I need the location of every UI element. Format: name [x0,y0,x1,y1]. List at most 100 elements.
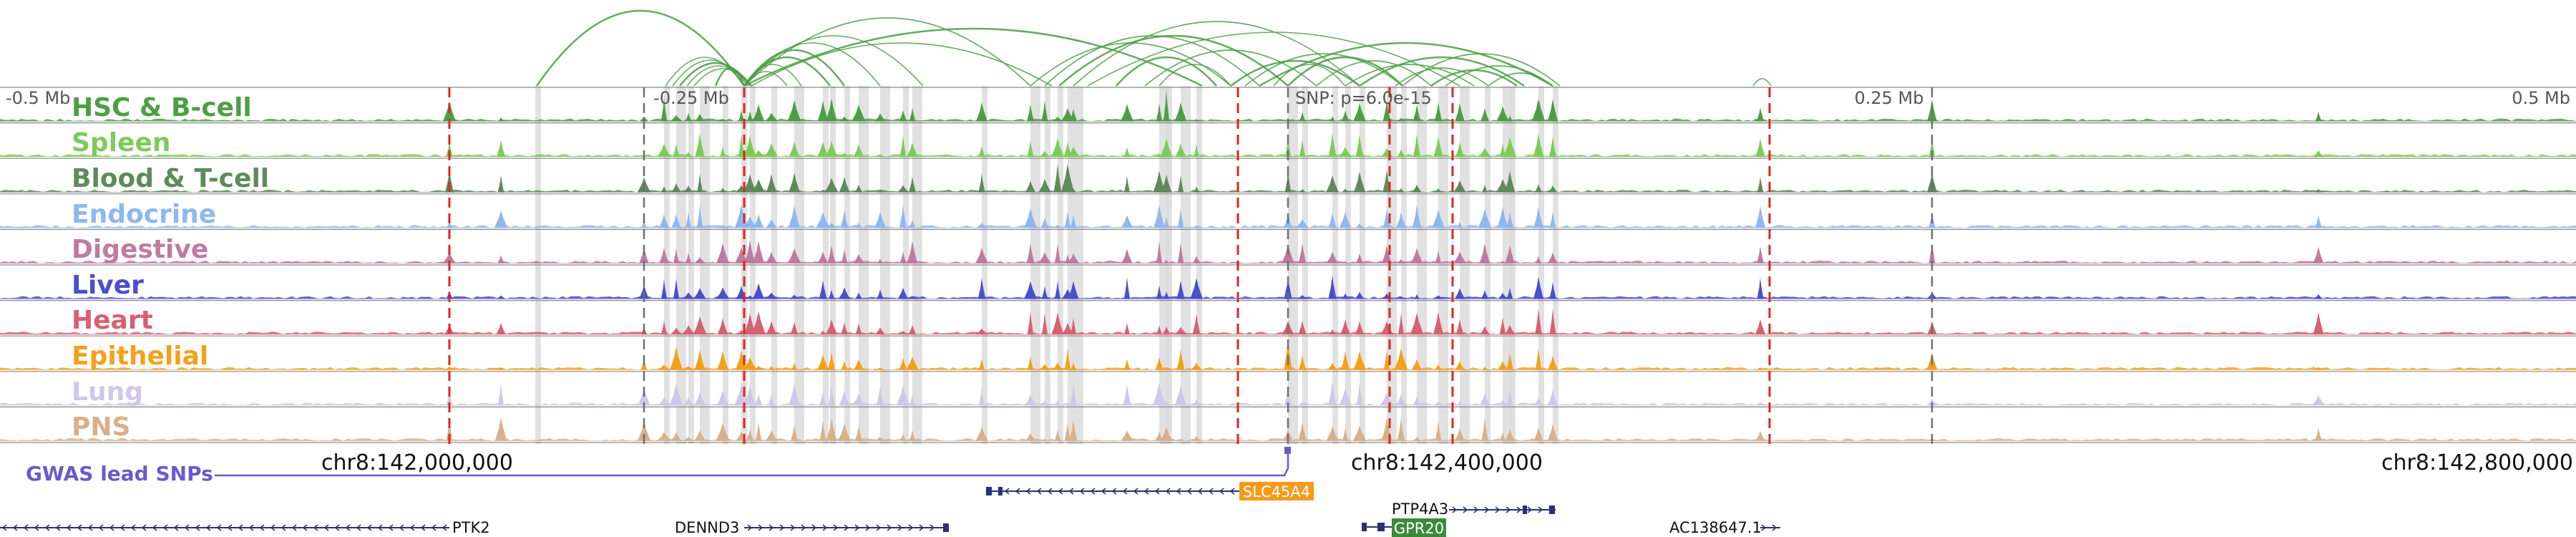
signal-peak [1176,349,1185,370]
signal-peak [637,421,651,441]
signal-peak [874,113,886,122]
signal-peak [1533,276,1544,299]
loop-arc [751,42,1053,87]
track-label-hsc-b-cell: HSC & B-cell [72,93,252,122]
signal-peak [1299,140,1306,158]
gene-ptk2[interactable]: PTK2 [0,519,490,536]
loop-arc [1230,59,1360,87]
signal-peak [788,383,801,406]
loop-arc [743,27,1203,87]
signal-peak [1192,435,1201,441]
signal-peak [693,316,707,335]
signal-peak [496,140,506,158]
signal-peak [839,176,850,193]
signal-peak [1177,242,1184,263]
signal-peak [1174,384,1187,406]
signal-peak [1413,105,1421,122]
signal-peak [716,390,729,406]
signal-peak [1326,175,1339,193]
signal-peak [1064,422,1071,441]
signal-peak [2313,246,2324,263]
signal-peak [496,322,506,335]
snp-pvalue-label: SNP: p=6.0e-15 [1295,88,1432,108]
loop-arc [1144,49,1317,87]
gene-ptp4a3[interactable]: PTP4A3 [1392,500,1556,518]
signal-peak [446,221,453,228]
signal-peak [976,223,987,228]
signal-peak [1163,291,1170,299]
gene-ac138647-1[interactable]: AC138647.1 [1669,519,1780,536]
signal-peak [909,176,916,193]
signal-peak [1549,309,1556,335]
signal-peak [1413,134,1421,158]
signal-peak [877,258,884,263]
signal-peak [1156,153,1163,158]
signal-peak [767,366,776,370]
signal-peak [1434,364,1443,370]
signal-peak [1051,138,1064,158]
coordinate-label: chr8:142,800,000 [2381,450,2573,475]
signal-peak [1383,349,1390,370]
signal-peak [1192,314,1201,335]
signal-peak [852,105,866,122]
signal-peak [744,240,756,263]
signal-peak [1327,362,1337,370]
signal-peak [1499,400,1506,406]
signal-peak [1497,360,1508,370]
signal-peak [670,432,682,441]
signal-peak [1454,428,1465,441]
strand-arrows [1,524,447,531]
signal-peak [853,144,864,158]
signal-peak [1547,424,1558,441]
signal-peak [876,387,884,406]
signal-peak [1454,288,1465,299]
signal-peak [1478,208,1492,228]
signal-peak [768,394,775,406]
loop-arc [1345,64,1475,87]
track-label-lung: Lung [72,377,143,407]
signal-peak [787,100,801,122]
gene-slc45a4[interactable]: SLC45A4 [986,482,1314,500]
signal-peak [1480,326,1490,335]
signal-peak [788,205,801,228]
signal-peak [1412,184,1422,193]
signal-peak [897,331,909,335]
track-label-endocrine: Endocrine [72,200,216,229]
signal-peak [1755,319,1766,335]
signal-peak [1123,276,1131,299]
loop-arc [1058,34,1289,87]
signal-peak [1498,293,1508,299]
signal-peak [1069,109,1078,122]
signal-peak [791,425,798,441]
signal-peak [909,395,916,406]
signal-peak [816,354,829,370]
signal-peak [751,311,766,335]
gene-dennd3[interactable]: DENND3 [675,519,949,536]
signal-peak [838,423,851,441]
gene-gpr20[interactable]: GPR20 [1362,518,1446,537]
signal-peak [1070,188,1077,193]
signal-peak [753,214,764,228]
signal-peak [1455,103,1465,122]
signal-peak [1326,426,1339,441]
signal-peak [734,384,748,406]
signal-peak [1123,384,1131,406]
signal-peak [2312,395,2325,406]
signal-peak [1163,259,1170,263]
signal-peak [1481,418,1488,441]
signal-peak [1068,281,1079,299]
signal-peak [877,190,884,193]
signal-peak [738,110,745,122]
signal-peak [766,219,777,228]
signal-peak [909,107,916,122]
signal-peak [696,205,703,228]
signal-peak [1531,98,1546,122]
signal-peak [1052,117,1063,122]
signal-peak [1504,170,1516,193]
signal-peak [975,102,988,122]
signal-peak [1066,147,1080,158]
signal-peak [816,212,830,228]
signal-peak [673,279,680,299]
signal-peak [1155,431,1163,441]
signal-peak [1479,393,1491,406]
